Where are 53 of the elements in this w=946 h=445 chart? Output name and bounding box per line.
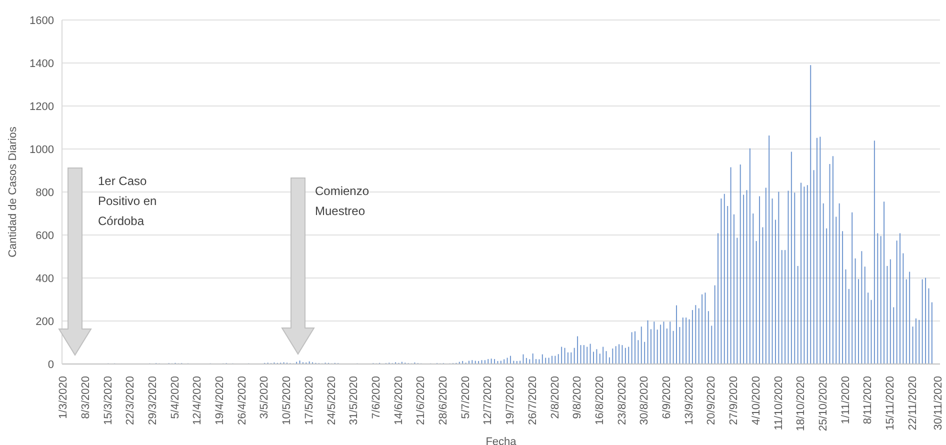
y-tick-label: 0 [48,358,54,371]
x-tick-label: 8/11/2020 [862,376,874,424]
x-tick-label: 5/4/2020 [169,376,182,419]
y-tick-label: 400 [36,272,54,285]
x-tick-label: 24/5/2020 [326,376,338,425]
x-tick-label: 14/6/2020 [392,376,405,425]
x-tick-label: 25/10/2020 [817,376,830,432]
x-tick-label: 5/7/2020 [460,376,472,419]
x-tick-label: 1/3/2020 [58,376,70,419]
x-tick-label: 11/10/2020 [772,376,785,430]
y-tick-label: 1000 [30,144,54,156]
x-tick-label: 8/3/2020 [80,376,92,419]
x-tick-label: 22/11/2020 [906,376,919,430]
x-tick-label: 26/7/2020 [526,376,539,425]
x-tick-label: 20/9/2020 [706,376,718,425]
x-tick-label: 12/4/2020 [192,376,204,425]
x-tick-label: 15/11/2020 [884,376,897,430]
y-tick-label: 600 [36,230,54,242]
y-tick-label: 1200 [30,100,54,113]
x-tick-label: 18/10/2020 [795,376,808,432]
x-tick-label: 6/9/2020 [661,376,674,419]
x-tick-label: 31/5/2020 [348,376,360,425]
x-tick-label: 29/3/2020 [146,376,159,425]
x-tick-label: 16/8/2020 [594,376,606,425]
x-tick-label: 19/7/2020 [504,376,517,425]
x-tick-label: 19/4/2020 [214,376,226,425]
x-tick-label: 28/6/2020 [438,376,450,425]
annotation: 1er Caso Positivo en Córdoba [98,173,158,230]
x-tick-label: 4/10/2020 [750,376,762,425]
x-tick-label: 1/11/2020 [840,376,852,424]
x-tick-label: 3/5/2020 [258,376,271,419]
y-tick-label: 1400 [30,58,54,70]
x-tick-label: 30/11/2020 [932,376,944,430]
x-tick-label: 23/8/2020 [616,376,628,425]
x-tick-label: 17/5/2020 [303,376,316,425]
y-tick-label: 1600 [30,14,54,27]
x-tick-label: 22/3/2020 [124,376,137,425]
x-tick-label: 13/9/2020 [683,376,696,425]
x-tick-label: 15/3/2020 [102,376,114,425]
x-tick-label: 2/8/2020 [549,376,562,419]
x-tick-label: 21/6/2020 [415,376,428,425]
y-tick-label: 200 [36,316,54,328]
x-tick-label: 7/6/2020 [370,376,382,419]
x-tick-label: 30/8/2020 [638,376,651,425]
y-axis-title: Cantidad de Casos Diarios [6,126,19,258]
x-tick-label: 27/9/2020 [728,376,740,425]
annotation: Comienzo Muestreo [315,183,370,220]
x-tick-label: 9/8/2020 [572,376,584,419]
y-tick-label: 800 [36,186,54,199]
x-tick-label: 26/4/2020 [236,376,248,425]
x-tick-label: 10/5/2020 [281,376,294,425]
x-axis-title: Fecha [486,436,518,445]
x-tick-label: 12/7/2020 [482,376,494,425]
